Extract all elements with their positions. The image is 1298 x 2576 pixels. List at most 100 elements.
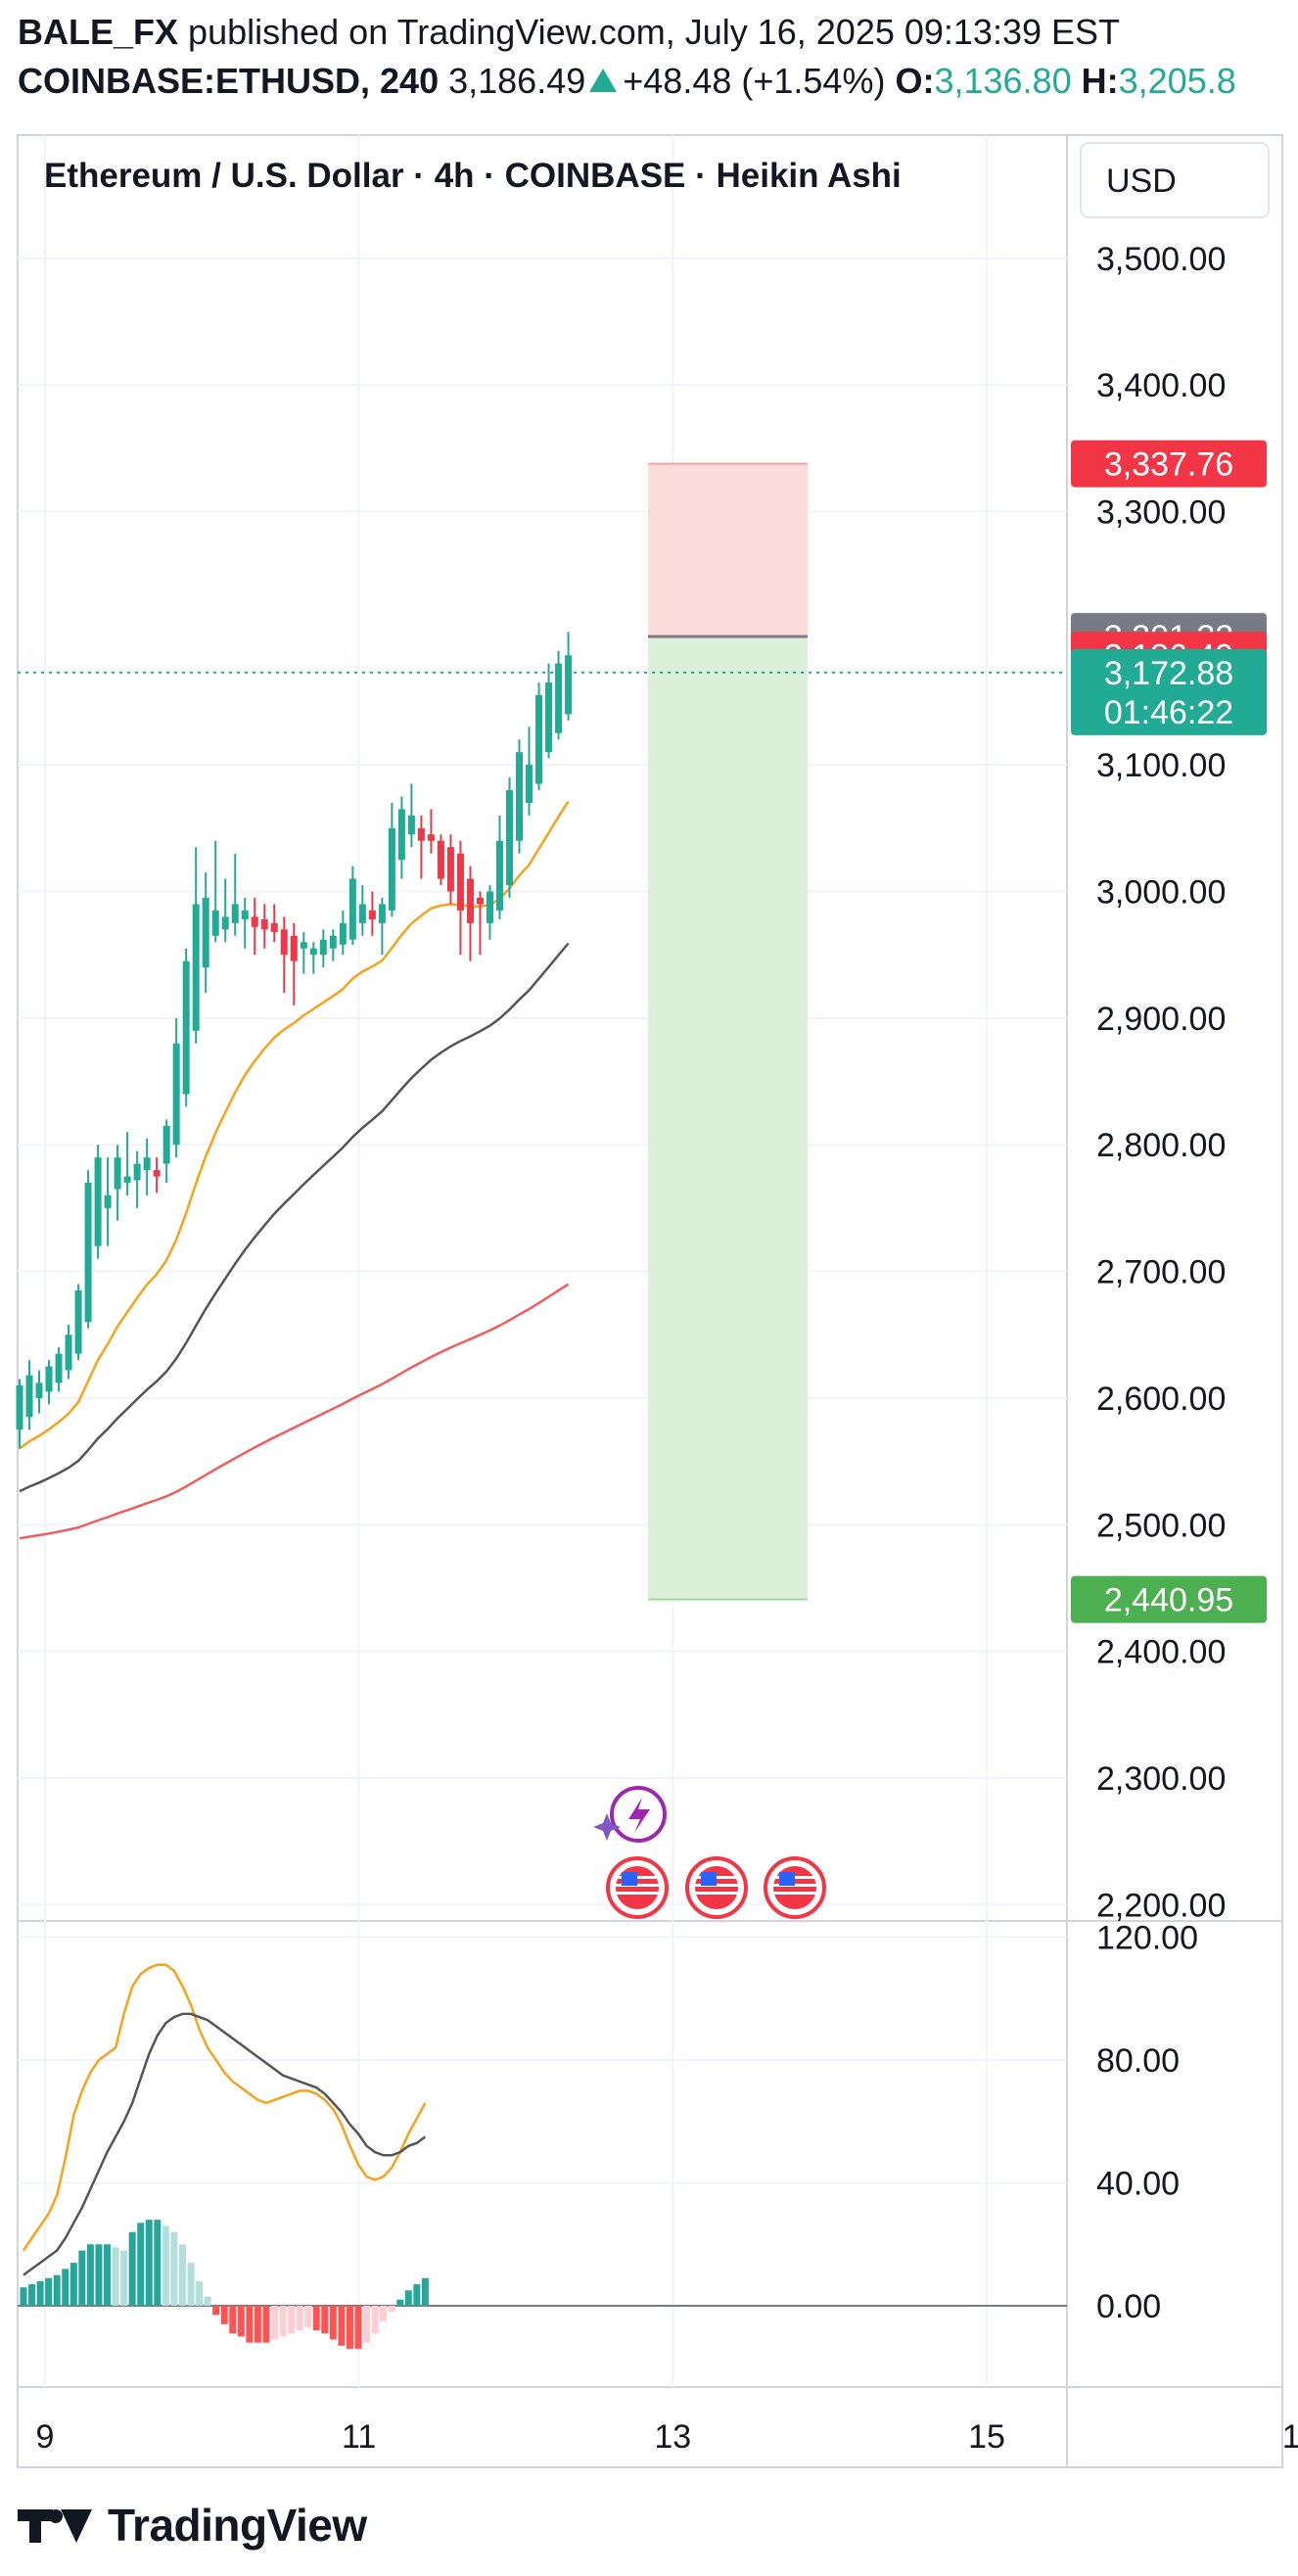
candle-body [437, 840, 444, 879]
candle-body [280, 929, 288, 956]
candle-body [94, 1157, 102, 1246]
author-name[interactable]: BALE_FX [18, 12, 179, 52]
histogram-bar [62, 2269, 70, 2306]
histogram-bar [220, 2306, 228, 2324]
histogram-bar [187, 2263, 195, 2306]
histogram-bar [145, 2220, 153, 2306]
candle-body [211, 910, 219, 936]
us-flag-event-icon [764, 1856, 826, 1919]
candle-body [260, 918, 268, 930]
flag-canton [779, 1872, 795, 1886]
currency-label: USD [1106, 163, 1177, 200]
candle-body [535, 695, 543, 784]
osc-axis-label: 80.00 [1096, 2042, 1180, 2080]
candle-body [388, 827, 395, 911]
flag-canton [701, 1872, 717, 1886]
price-axis-label: 2,500.00 [1096, 1507, 1226, 1544]
histogram-bar [112, 2247, 119, 2306]
histogram-bar [154, 2220, 162, 2306]
fast-line [22, 1963, 427, 2252]
price-axis-label: 2,200.00 [1096, 1887, 1226, 1924]
price-axis-label: 2,700.00 [1096, 1254, 1226, 1291]
candle-body [270, 922, 278, 932]
tradingview-brand[interactable]: TradingView [18, 2499, 367, 2552]
symbol-info: COINBASE:ETHUSD, 240 3,186.49 +48.48 (+1.… [18, 61, 1236, 102]
candle-body [417, 827, 425, 841]
histogram-bar [396, 2299, 404, 2306]
up-arrow-icon [589, 69, 618, 93]
candle-body [407, 815, 415, 835]
candle-body [545, 682, 553, 753]
lightning-glyph [628, 1798, 650, 1833]
lightning-event-icon [593, 1786, 667, 1843]
candle-body [319, 939, 327, 956]
candle-body [486, 891, 493, 923]
published-text: published on TradingView.com, July 16, 2… [188, 12, 1121, 52]
candle-body [45, 1366, 53, 1392]
events [593, 1786, 826, 1919]
histogram-bar [371, 2306, 379, 2334]
histogram-bar [254, 2306, 261, 2343]
histogram-bar [45, 2277, 53, 2306]
candle-body [221, 916, 229, 930]
histogram-bar [421, 2277, 429, 2306]
flag-stripe [695, 1892, 738, 1895]
ema-fast-line [19, 800, 570, 1450]
histogram-bar [271, 2306, 278, 2340]
histogram-bar [262, 2306, 270, 2343]
candle-body [25, 1375, 33, 1418]
osc-axis-label: 40.00 [1096, 2166, 1180, 2203]
histogram-bar [363, 2306, 371, 2343]
oscillator [18, 1936, 1067, 2349]
candle-body [309, 948, 317, 956]
price-axis-label: 3,300.00 [1096, 493, 1226, 531]
publish-info: BALE_FX published on TradingView.com, Ju… [18, 12, 1120, 53]
histogram-bar [20, 2287, 27, 2306]
histogram-bar [28, 2284, 36, 2306]
currency-button[interactable] [1080, 142, 1270, 218]
candle-body [506, 790, 513, 886]
flag-stripe [773, 1892, 816, 1895]
time-axis-label: 13 [654, 2418, 691, 2456]
candle-body [476, 897, 484, 905]
candle-body [427, 834, 435, 841]
chart-title: Ethereum / U.S. Dollar · 4h · COINBASE ·… [44, 157, 902, 195]
histogram-bar [162, 2225, 169, 2306]
axes: 3,500.00 3,400.00 3,300.00 3,100.00 3,000.00… [36, 241, 1298, 2456]
price-tag-box [1071, 440, 1267, 488]
candle-body [65, 1335, 72, 1371]
time-axis-label: 9 [36, 2418, 55, 2456]
tradingview-logo-icon [18, 2504, 96, 2547]
histogram-bar [338, 2306, 346, 2346]
histogram-bar [104, 2244, 111, 2306]
time-axis-label: 11 [342, 2418, 376, 2456]
candle-body [495, 840, 503, 911]
histogram-bar [120, 2250, 128, 2306]
price-tags: 3,337.763,201.323,186.493,172.8801:46:22… [1071, 440, 1267, 1623]
price-axis-label: 3,400.00 [1096, 367, 1226, 404]
histogram-bar [86, 2244, 94, 2306]
osc-axis-label: 0.00 [1096, 2288, 1161, 2325]
candle-body [55, 1353, 63, 1383]
candle-body [466, 878, 474, 923]
price-change: +48.48 (+1.54%) [623, 61, 886, 101]
high-value: 3,205.8 [1118, 61, 1236, 101]
moving-averages [19, 800, 570, 1540]
histogram-bar [70, 2263, 77, 2306]
candle-body [329, 935, 337, 949]
candle-body [348, 878, 356, 940]
position-zones [18, 462, 1067, 1601]
histogram-bar [380, 2306, 388, 2321]
candle-body [162, 1125, 170, 1164]
open-label: O: [895, 61, 935, 101]
take-profit-zone [648, 636, 808, 1600]
flag-stripe [616, 1892, 659, 1895]
histogram-bar [95, 2244, 103, 2306]
price-axis-label: 2,400.00 [1096, 1634, 1226, 1671]
histogram-bar [246, 2306, 254, 2343]
histogram-bar [178, 2244, 186, 2306]
price-axis-label: 2,800.00 [1096, 1127, 1226, 1164]
histogram-bar [346, 2306, 353, 2349]
